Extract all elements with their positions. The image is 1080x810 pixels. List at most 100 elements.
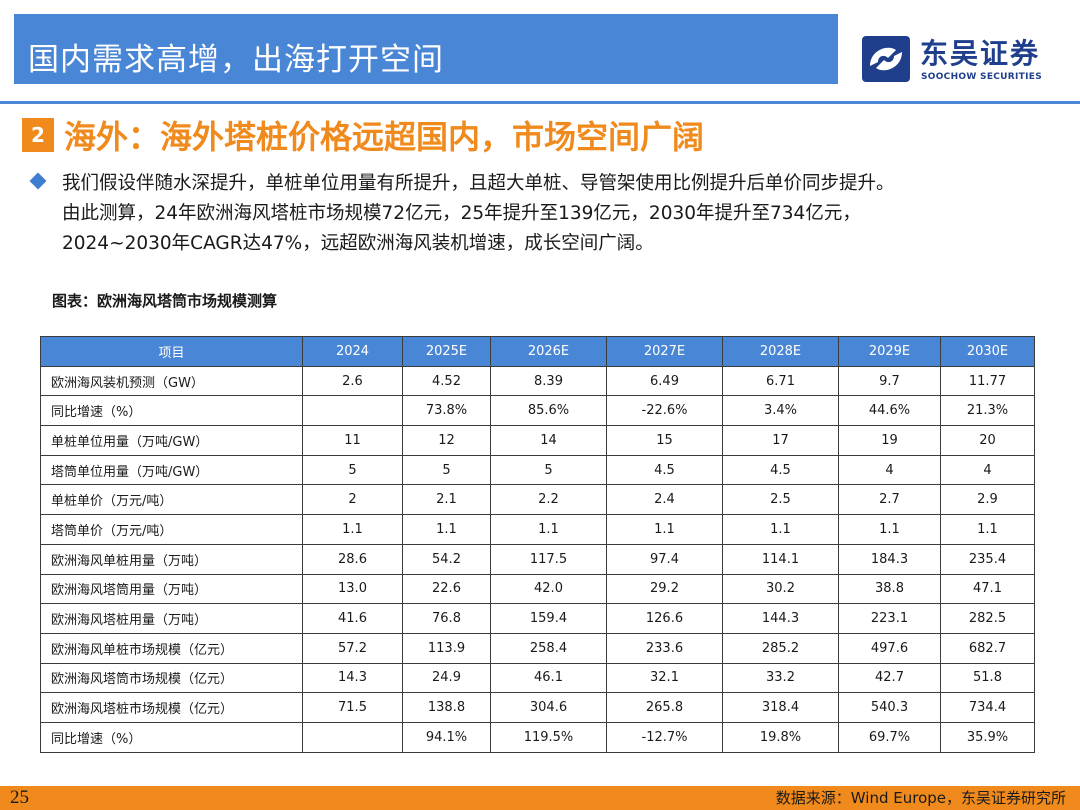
- row-label: 欧洲海风单桩市场规模（亿元）: [40, 632, 303, 664]
- table-row: 塔筒单价（万元/吨） 1.1 1.1 1.1 1.1 1.1 1.1 1.1: [40, 514, 1035, 545]
- table-cell: 46.1: [490, 662, 607, 694]
- table-cell: 19.8%: [722, 721, 839, 753]
- table-cell: 42.0: [490, 573, 607, 605]
- table-cell: 44.6%: [838, 395, 941, 427]
- table-cell: 47.1: [940, 573, 1035, 605]
- table-cell: 54.2: [402, 543, 491, 575]
- table-cell: 4.52: [402, 365, 491, 397]
- table-cell: 235.4: [940, 543, 1035, 575]
- table-cell: 119.5%: [490, 721, 607, 753]
- soochow-logo-icon: [862, 36, 910, 82]
- row-label: 塔筒单价（万元/吨）: [40, 514, 303, 545]
- table-cell: 1.1: [490, 514, 607, 545]
- table-cell: 2.4: [606, 484, 723, 516]
- table-cell: -12.7%: [606, 721, 723, 753]
- row-label: 单桩单价（万元/吨）: [40, 484, 303, 516]
- table-cell: 734.4: [940, 692, 1035, 723]
- table-cell: 2.9: [940, 484, 1035, 516]
- header-bar: 国内需求高增，出海打开空间: [14, 14, 838, 84]
- bullet-line: 2024~2030年CAGR达47%，远超欧洲海风装机增速，成长空间广阔。: [62, 233, 654, 254]
- row-label: 欧洲海风塔桩用量（万吨）: [40, 603, 303, 634]
- table-cell: 12: [402, 425, 491, 456]
- table-cell: 15: [606, 425, 723, 456]
- row-label: 欧洲海风塔桩市场规模（亿元）: [40, 692, 303, 723]
- logo-chinese-name: 东吴证券: [920, 37, 1041, 70]
- table-cell: 2.1: [402, 484, 491, 516]
- table-cell: 233.6: [606, 632, 723, 664]
- table-row: 同比增速（%） 94.1% 119.5% -12.7% 19.8% 69.7% 35.9%: [40, 721, 1035, 753]
- table-cell: 1.1: [606, 514, 723, 545]
- table-row: 单桩单位用量（万吨/GW） 11 12 14 15 17 19 20: [40, 425, 1035, 456]
- page-title: 国内需求高增，出海打开空间: [28, 42, 444, 78]
- column-header: 2027E: [606, 336, 723, 367]
- column-header: 2030E: [940, 336, 1035, 367]
- row-label: 同比增速（%）: [40, 721, 303, 753]
- column-header: 2029E: [838, 336, 941, 367]
- table-cell: 19: [838, 425, 941, 456]
- table-cell: 5: [302, 454, 403, 486]
- table-cell: 2: [302, 484, 403, 516]
- table-cell: 4.5: [606, 454, 723, 486]
- table-cell: 71.5: [302, 692, 403, 723]
- bullet-line: 由此测算，24年欧洲海风塔桩市场规模72亿元，25年提升至139亿元，2030年…: [62, 203, 861, 224]
- table-row: 塔筒单位用量（万吨/GW） 5 5 5 4.5 4.5 4 4: [40, 454, 1035, 486]
- table-cell: 97.4: [606, 543, 723, 575]
- diamond-bullet-icon: [29, 172, 47, 190]
- table-cell: 8.39: [490, 365, 607, 397]
- table-cell: 282.5: [940, 603, 1035, 634]
- table-cell: 1.1: [402, 514, 491, 545]
- table-cell: 497.6: [838, 632, 941, 664]
- table-cell: 5: [402, 454, 491, 486]
- row-label: 欧洲海风单桩用量（万吨）: [40, 543, 303, 575]
- table-cell: 38.8: [838, 573, 941, 605]
- table-cell: 14.3: [302, 662, 403, 694]
- row-label: 欧洲海风装机预测（GW）: [40, 365, 303, 397]
- row-label: 欧洲海风塔筒用量（万吨）: [40, 573, 303, 605]
- table-cell: 117.5: [490, 543, 607, 575]
- table-cell: -22.6%: [606, 395, 723, 427]
- table-cell: 223.1: [838, 603, 941, 634]
- table-cell: 41.6: [302, 603, 403, 634]
- table-cell: 35.9%: [940, 721, 1035, 753]
- table-row: 同比增速（%） 73.8% 85.6% -22.6% 3.4% 44.6% 21.3%: [40, 395, 1035, 427]
- table-cell: 69.7%: [838, 721, 941, 753]
- row-label: 塔筒单位用量（万吨/GW）: [40, 454, 303, 486]
- table-cell: 682.7: [940, 632, 1035, 664]
- table-cell: 126.6: [606, 603, 723, 634]
- table-cell: 85.6%: [490, 395, 607, 427]
- table-cell: 113.9: [402, 632, 491, 664]
- table-cell: 114.1: [722, 543, 839, 575]
- table-cell: 184.3: [838, 543, 941, 575]
- table-cell: 1.1: [838, 514, 941, 545]
- table-cell: 94.1%: [402, 721, 491, 753]
- column-header: 2025E: [402, 336, 491, 367]
- column-header: 项目: [40, 336, 303, 367]
- table-cell: 22.6: [402, 573, 491, 605]
- table-cell: 11.77: [940, 365, 1035, 397]
- bullet-line: 我们假设伴随水深提升，单桩单位用量有所提升，且超大单桩、导管架使用比例提升后单价…: [62, 173, 895, 194]
- table-cell: 11: [302, 425, 403, 456]
- table-cell: 2.2: [490, 484, 607, 516]
- row-label: 欧洲海风塔筒市场规模（亿元）: [40, 662, 303, 694]
- market-size-table: 项目 2024 2025E 2026E 2027E 2028E 2029E 2030E 欧洲海…: [40, 336, 1035, 753]
- table-cell: 318.4: [722, 692, 839, 723]
- table-cell: 6.71: [722, 365, 839, 397]
- row-label: 单桩单位用量（万吨/GW）: [40, 425, 303, 456]
- table-cell: [302, 395, 403, 427]
- table-cell: 17: [722, 425, 839, 456]
- table-row: 欧洲海风单桩市场规模（亿元） 57.2 113.9 258.4 233.6 285.2 49…: [40, 632, 1035, 664]
- table-cell: 258.4: [490, 632, 607, 664]
- table-cell: 1.1: [940, 514, 1035, 545]
- company-logo: 东吴证券 SOOCHOW SECURITIES: [862, 36, 1062, 86]
- table-cell: 28.6: [302, 543, 403, 575]
- table-cell: 73.8%: [402, 395, 491, 427]
- table-cell: 9.7: [838, 365, 941, 397]
- data-source: 数据来源：Wind Europe，东吴证券研究所: [775, 789, 1066, 807]
- table-cell: 2.7: [838, 484, 941, 516]
- table-cell: 2.5: [722, 484, 839, 516]
- table-cell: 13.0: [302, 573, 403, 605]
- table-cell: 540.3: [838, 692, 941, 723]
- section-title: 海外：海外塔桩价格远超国内，市场空间广阔: [64, 118, 705, 156]
- table-caption: 图表：欧洲海风塔筒市场规模测算: [52, 292, 278, 310]
- table-cell: 14: [490, 425, 607, 456]
